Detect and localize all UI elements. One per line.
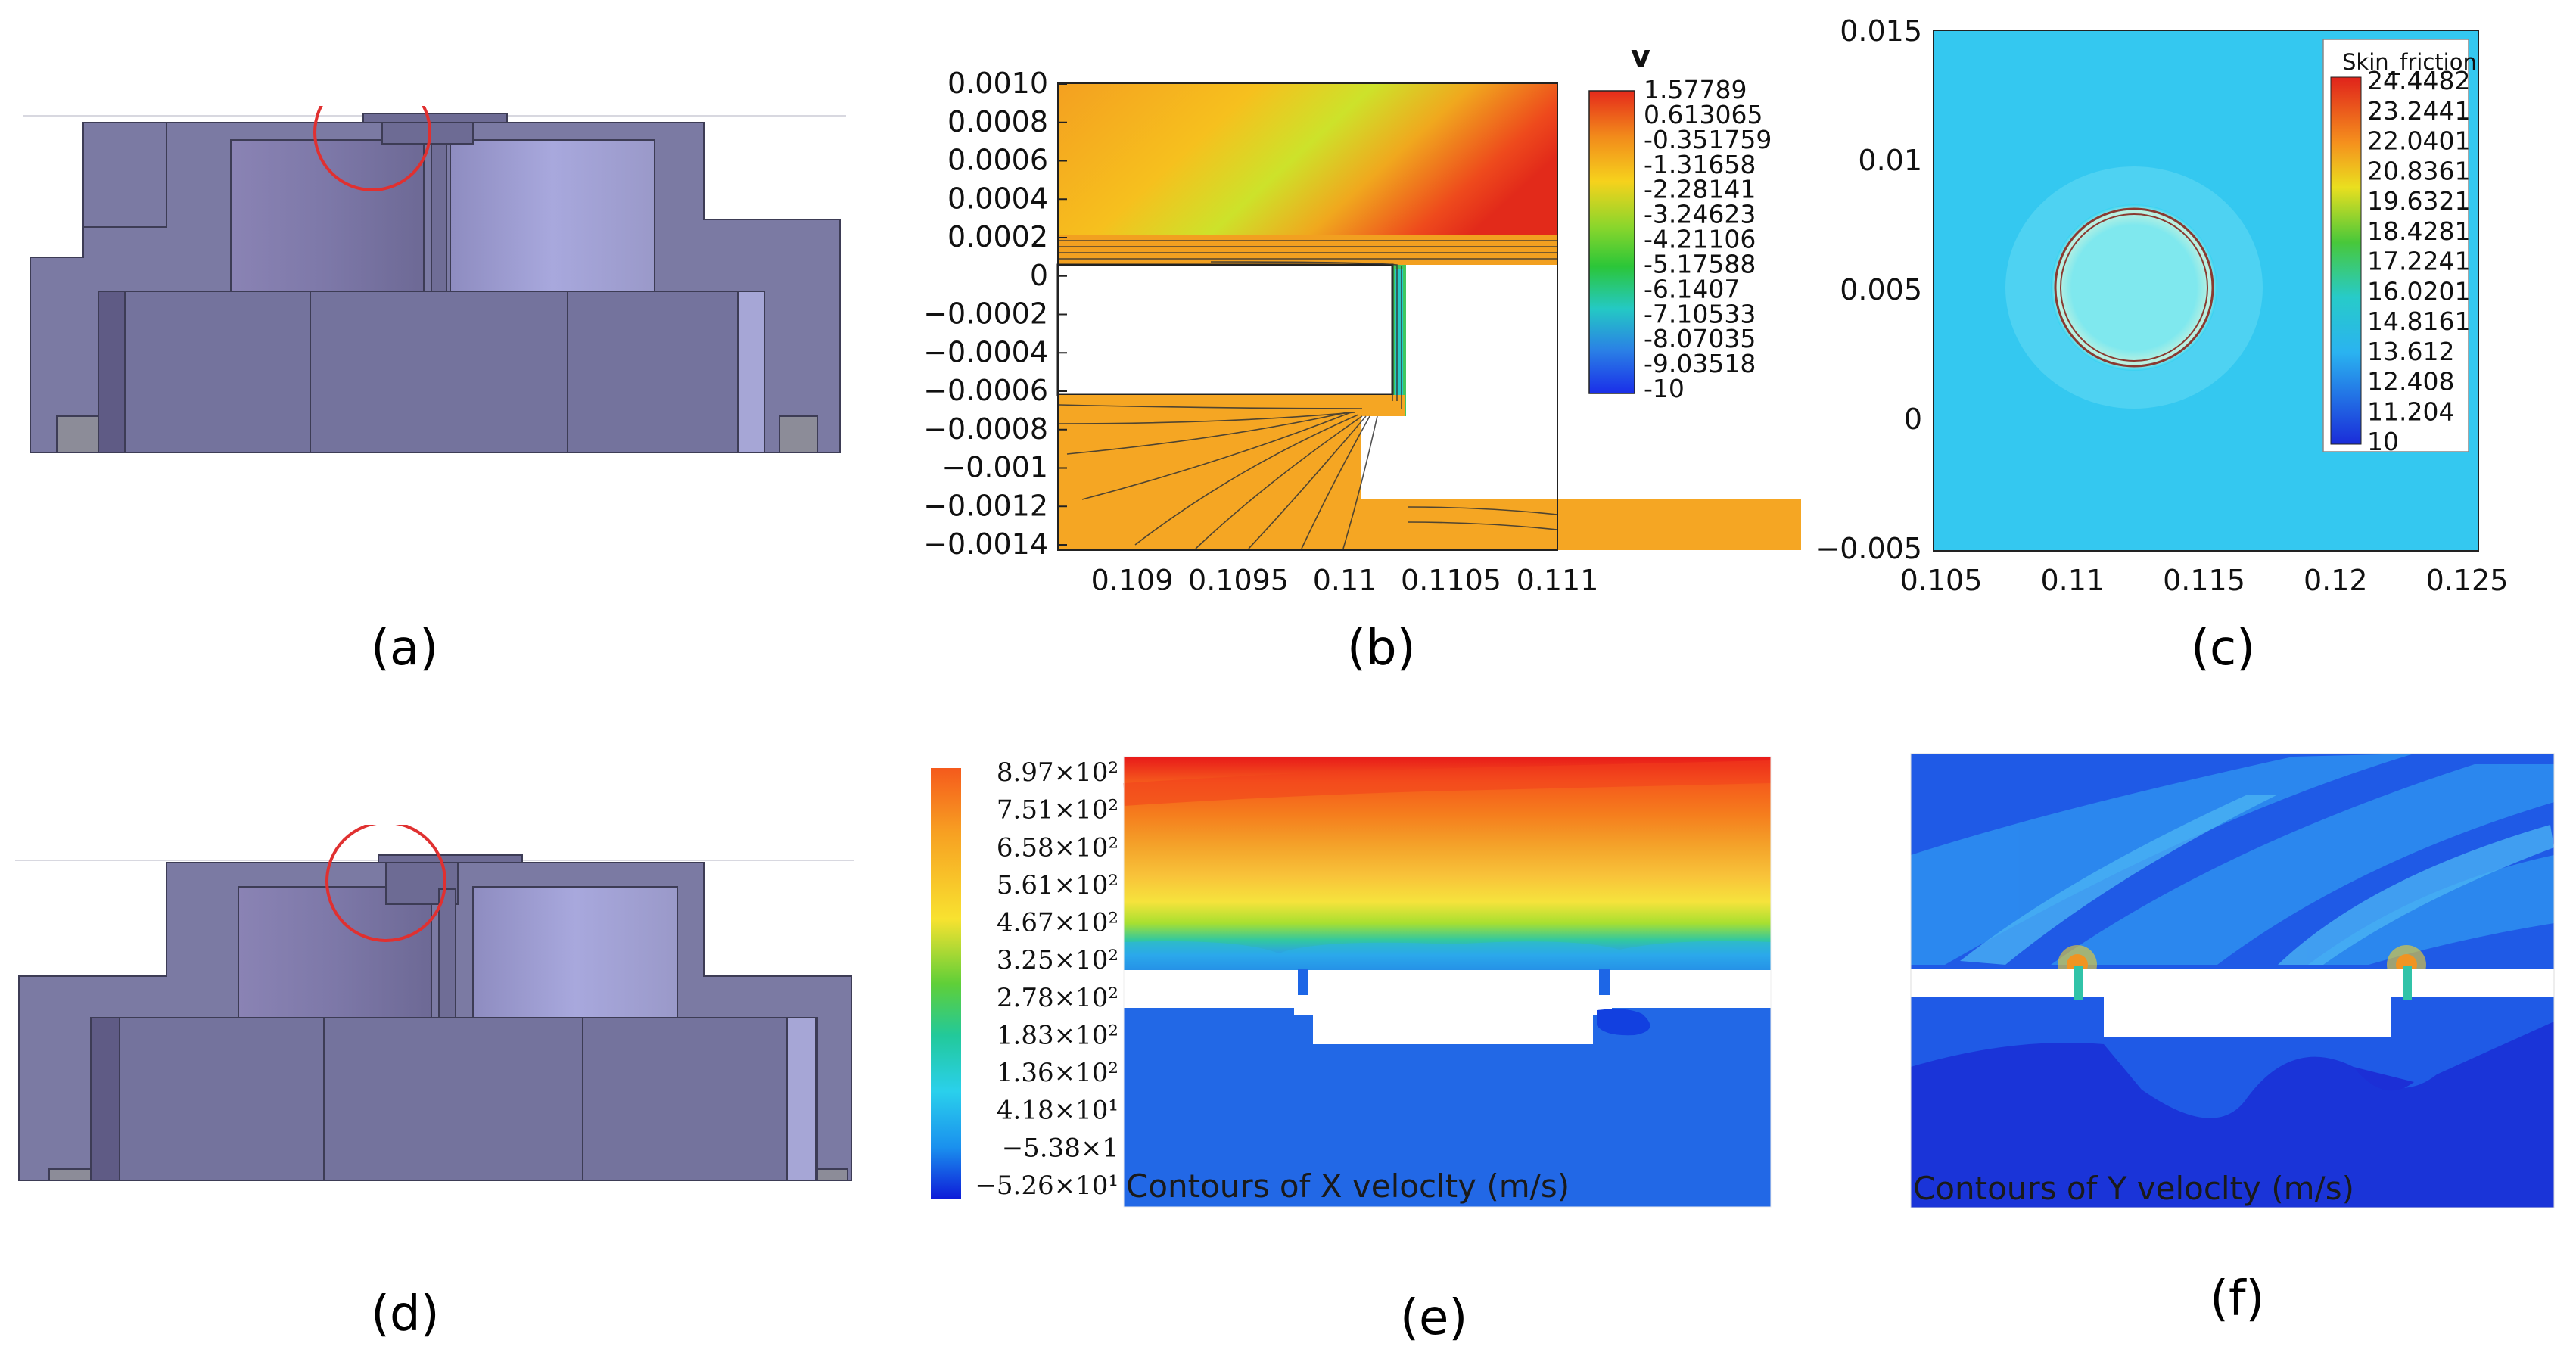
caption-f: (f) [2210,1271,2265,1327]
b-ytick-3: 0.0004 [947,182,1048,215]
panel-f-caption: Contours of Y veloclty (m/s) [1913,1170,2354,1207]
c-lgtick-9: 13.612 [2367,337,2454,366]
c-xtick-4: 0.125 [2426,564,2509,597]
panel-b-y-ticks: 0.0010 0.0008 0.0006 0.0004 0.0002 0 −0.0002 −0… [923,67,1067,561]
b-ytick-7: −0.0004 [923,335,1048,368]
e-lgtick-9: 4.18×10¹ [997,1096,1118,1126]
c-lgtick-10: 12.408 [2367,367,2454,396]
b-ytick-8: −0.0006 [923,374,1048,407]
panel-b-colorbar-title: v [1631,39,1650,74]
b-ytick-10: −0.001 [941,451,1048,484]
panel-c-legend-title: Skin_friction [2342,49,2477,75]
b-cbtick-0: 1.57789 [1644,75,1747,104]
c-lgtick-6: 17.2241 [2367,247,2470,276]
b-xtick-4: 0.111 [1517,564,1599,590]
b-ytick-6: −0.0002 [923,297,1048,331]
b-cbtick-7: -5.17588 [1644,249,1756,278]
panel-b-colorbar-ticks: 1.577890.613065-0.351759-1.31658-2.28141… [1644,75,1772,403]
e-lgtick-11: −5.26×10¹ [975,1171,1118,1201]
panel-c-x-ticks: 0.105 0.11 0.115 0.12 0.125 [1900,564,2509,597]
b-cbtick-5: -3.24623 [1644,200,1756,229]
b-ytick-1: 0.0008 [947,105,1048,138]
panel-b-colorbar [1588,90,1635,394]
b-ytick-2: 0.0006 [947,144,1048,177]
b-cbtick-12: -10 [1644,374,1685,403]
e-lgtick-8: 1.36×10² [997,1058,1118,1088]
panel-f-y-velocity-plot: Contours of Y veloclty (m/s) [1910,753,2555,1208]
panel-d-model-section [15,825,854,1181]
e-lgtick-1: 7.51×10² [997,795,1118,826]
c-lgtick-4: 19.6321 [2367,186,2470,216]
b-cbtick-11: -9.03518 [1644,349,1756,378]
e-lgtick-4: 4.67×10² [997,908,1118,938]
panel-e-legend-ticks: 8.97×10² 7.51×10² 6.58×10² 5.61×10² 4.67×10²… [975,757,1118,1201]
e-lgtick-10: −5.38×1 [1002,1133,1118,1163]
b-ytick-11: −0.0012 [923,489,1048,522]
panel-e-legend-bar [931,768,961,1199]
b-xtick-1: 0.1095 [1188,564,1289,590]
panel-c-skin-friction-plot: 0.015 0.01 0.005 0 −0.005 0.105 0.11 0.115 0.12… [1815,15,2509,597]
c-xtick-3: 0.12 [2304,564,2368,597]
b-cbtick-4: -2.28141 [1644,175,1756,204]
e-lgtick-3: 5.61×10² [997,870,1118,900]
c-ytick-3: 0 [1904,403,1922,436]
b-ytick-12: −0.0014 [923,527,1048,561]
b-cbtick-6: -4.21106 [1644,225,1756,254]
caption-b: (b) [1347,620,1416,676]
c-lgtick-2: 22.0401 [2367,126,2470,156]
panel-b-velocity-plot: 0.0010 0.0008 0.0006 0.0004 0.0002 0 −0.0002 −0… [923,39,1801,590]
e-lgtick-2: 6.58×10² [997,832,1118,863]
e-lgtick-6: 2.78×10² [997,983,1118,1013]
panel-a-model-section [23,106,846,453]
c-lgtick-0: 24.4482 [2367,66,2470,95]
c-lgtick-3: 20.8361 [2367,156,2470,185]
panel-c-legend-ticks: 24.448223.244122.040120.836119.632118.42… [2367,66,2470,456]
panel-c-y-ticks: 0.015 0.01 0.005 0 −0.005 [1815,15,1922,565]
c-ytick-0: 0.015 [1840,15,1922,48]
b-ytick-4: 0.0002 [947,220,1048,253]
caption-e: (e) [1400,1290,1468,1346]
b-ytick-9: −0.0008 [923,412,1048,446]
c-xtick-2: 0.115 [2163,564,2245,597]
highlight-circle-d [325,825,446,942]
c-xtick-0: 0.105 [1900,564,1983,597]
b-xtick-3: 0.1105 [1401,564,1501,590]
highlight-circle-a [313,106,431,191]
b-cbtick-8: -6.1407 [1644,274,1740,303]
b-cbtick-1: 0.613065 [1644,100,1762,129]
e-lgtick-5: 3.25×10² [997,945,1118,975]
panel-e-x-velocity-plot: 8.97×10² 7.51×10² 6.58×10² 5.61×10² 4.67×10²… [931,756,1772,1208]
caption-d: (d) [371,1286,440,1342]
c-lgtick-1: 23.2441 [2367,96,2470,126]
b-xtick-0: 0.109 [1091,564,1174,590]
b-xtick-2: 0.11 [1313,564,1377,590]
c-ytick-4: −0.005 [1815,532,1922,565]
panel-b-x-ticks: 0.109 0.1095 0.11 0.1105 0.111 [1091,564,1599,590]
c-ytick-1: 0.01 [1858,144,1922,177]
panel-e-caption: Contours of X veloclty (m/s) [1126,1168,1570,1205]
c-lgtick-12: 10 [2367,427,2399,456]
b-cbtick-9: -7.10533 [1644,299,1756,328]
caption-a: (a) [371,620,439,676]
e-lgtick-7: 1.83×10² [997,1020,1118,1050]
b-cbtick-2: -0.351759 [1644,125,1772,154]
c-xtick-1: 0.11 [2040,564,2105,597]
c-lgtick-11: 11.204 [2367,396,2454,426]
b-ytick-0: 0.0010 [947,67,1048,100]
b-cbtick-3: -1.31658 [1644,150,1756,179]
c-ytick-2: 0.005 [1840,273,1922,306]
b-cbtick-10: -8.07035 [1644,324,1756,353]
e-lgtick-0: 8.97×10² [997,757,1118,788]
c-lgtick-8: 14.8161 [2367,306,2470,336]
b-ytick-5: 0 [1030,259,1048,292]
c-lgtick-5: 18.4281 [2367,216,2470,246]
caption-c: (c) [2191,620,2256,676]
c-lgtick-7: 16.0201 [2367,276,2470,306]
